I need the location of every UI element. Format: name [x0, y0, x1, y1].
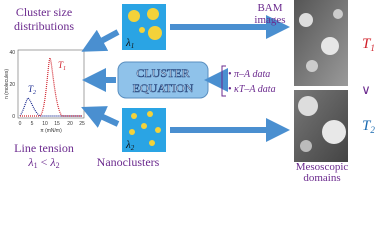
mini-plot: n (molecules) 0 20 40 0 5 10 15 20 25 π …	[4, 49, 85, 134]
input-item: • κT–A data	[228, 84, 276, 95]
svg-text:λ1: λ1	[125, 37, 134, 50]
line-tension: Line tension	[14, 141, 74, 155]
x-tick: 20	[67, 121, 73, 127]
bracket	[221, 65, 226, 97]
bam-image-1	[294, 0, 348, 86]
nanoclusters: Nanoclusters	[97, 155, 160, 169]
bam-image-2	[294, 90, 348, 162]
x-tick: 5	[31, 121, 34, 127]
x-label: π (mN/m)	[40, 128, 62, 134]
relation: ∨	[361, 82, 371, 97]
bottom-square: λ2	[122, 108, 166, 152]
arrows	[81, 15, 290, 142]
line-tension-relation: λ1 < λ2	[27, 155, 59, 170]
t1: T1	[362, 36, 375, 53]
equation-text: CLUSTER	[136, 66, 189, 80]
y-tick: 20	[9, 82, 15, 88]
top-square: λ1	[122, 4, 166, 50]
left-title: Cluster size	[16, 5, 72, 19]
t1-curve	[20, 57, 82, 117]
svg-text:λ2: λ2	[125, 139, 135, 152]
left-title: distributions	[14, 19, 74, 33]
domains-caption: domains	[303, 172, 340, 183]
y-tick: 0	[12, 114, 15, 120]
bam-title: images	[254, 14, 285, 26]
bam-title: BAM	[257, 2, 282, 14]
graphical-abstract: Cluster size distributions n (molecules)…	[4, 0, 375, 183]
x-tick: 0	[19, 121, 22, 127]
t2: T2	[362, 118, 375, 135]
t2-label: T2	[28, 84, 36, 96]
equation-text: EQUATION	[133, 81, 194, 95]
x-tick: 15	[54, 121, 60, 127]
y-tick: 40	[9, 50, 15, 56]
x-tick: 25	[79, 121, 85, 127]
x-tick: 10	[42, 121, 48, 127]
domains-caption: Mesoscopic	[296, 161, 349, 173]
input-item: • π–A data	[228, 69, 270, 80]
y-label: n (molecules)	[4, 69, 10, 99]
t1-label: T1	[58, 60, 66, 72]
